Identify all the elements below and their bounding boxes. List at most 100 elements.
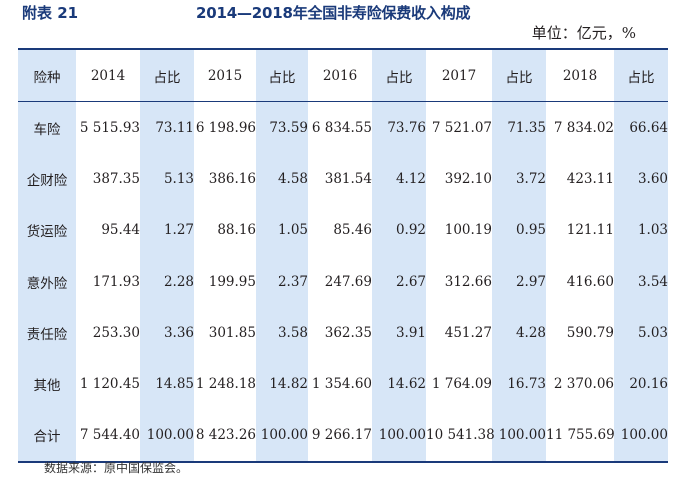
col-header-2016: 2016 (308, 48, 372, 102)
table-cell: 3.60 (614, 153, 668, 205)
row-label: 企财险 (18, 153, 76, 205)
table-cell: 85.46 (333, 222, 372, 239)
table-row: 责任险 253.30 3.36 301.85 3.58 362.35 3.91 … (18, 307, 668, 359)
row-label: 车险 (18, 101, 76, 154)
table-cell: 9 266.17 (308, 409, 372, 464)
table-row: 货运险 95.44 1.27 88.16 1.05 85.46 0.92 100… (18, 204, 668, 256)
table-cell: 10 541.38 (426, 409, 495, 464)
table-row: 车险 5 515.93 73.11 6 198.96 73.59 6 834.5… (18, 101, 668, 154)
col-header-2014: 2014 (76, 48, 140, 102)
table-cell: 1.03 (614, 204, 668, 256)
table-row: 意外险 171.93 2.28 199.95 2.37 247.69 2.67 … (18, 255, 668, 308)
col-header-2018: 2018 (546, 48, 614, 102)
table-cell: 3.54 (614, 255, 668, 308)
table-header: 附表 21 2014—2018年全国非寿险保费收入构成 单位：亿元，% (0, 0, 692, 48)
table-cell: 1.05 (256, 204, 308, 256)
table-cell: 3.72 (492, 153, 546, 205)
table-cell: 16.73 (492, 358, 546, 410)
table-cell: 20.16 (614, 358, 668, 410)
table-cell: 3.58 (256, 307, 308, 359)
table-cell: 100.19 (444, 222, 492, 239)
appendix-tag: 附表 21 (22, 4, 79, 22)
table-cell: 1.27 (140, 204, 194, 256)
table-cell: 100.00 (372, 409, 426, 464)
table-cell: 3.36 (140, 307, 194, 359)
table-cell: 95.44 (101, 222, 140, 239)
table-cell: 2.67 (372, 255, 426, 308)
total-row: 合计 7 544.40 100.00 8 423.26 100.00 9 266… (18, 409, 668, 464)
table-cell: 0.95 (492, 204, 546, 256)
table-cell: 66.64 (614, 101, 668, 154)
row-label: 意外险 (18, 255, 76, 308)
table-cell: 100.00 (492, 409, 546, 464)
table-cell: 7 544.40 (76, 409, 140, 464)
table-cell: 2.37 (256, 255, 308, 308)
col-header-share-2015: 占比 (256, 48, 308, 102)
col-header-share-2014: 占比 (140, 48, 194, 102)
table-cell: 392.10 (444, 170, 492, 187)
table-cell: 14.82 (256, 358, 308, 410)
table-cell: 14.62 (372, 358, 426, 410)
table-cell: 253.30 (92, 324, 140, 341)
row-label: 责任险 (18, 307, 76, 359)
col-header-type: 险种 (18, 48, 76, 102)
table-cell: 3.91 (372, 307, 426, 359)
table-cell: 11 755.69 (546, 409, 615, 464)
unit-label: 单位：亿元，% (531, 24, 636, 42)
table-cell: 312.66 (444, 273, 492, 290)
table-cell: 590.79 (566, 324, 614, 341)
table-cell: 100.00 (614, 409, 668, 464)
table-cell: 14.85 (140, 358, 194, 410)
table-row: 企财险 387.35 5.13 386.16 4.58 381.54 4.12 … (18, 153, 668, 205)
row-label: 货运险 (18, 204, 76, 256)
row-label: 其他 (18, 358, 76, 410)
table-title: 2014—2018年全国非寿险保费收入构成 (196, 4, 471, 22)
table-cell: 381.54 (324, 170, 372, 187)
table-cell: 7 521.07 (431, 119, 492, 136)
table-cell: 4.58 (256, 153, 308, 205)
table-cell: 5.13 (140, 153, 194, 205)
col-header-share-2018: 占比 (614, 48, 668, 102)
table-cell: 100.00 (256, 409, 308, 464)
table-cell: 121.11 (566, 222, 614, 239)
col-header-2017: 2017 (426, 48, 492, 102)
table-cell: 6 834.55 (311, 119, 372, 136)
table-cell: 4.28 (492, 307, 546, 359)
table-cell: 362.35 (324, 324, 372, 341)
table-cell: 386.16 (208, 170, 256, 187)
table-cell: 6 198.96 (195, 119, 256, 136)
col-header-share-2017: 占比 (492, 48, 546, 102)
table-cell: 387.35 (92, 170, 140, 187)
table-row: 其他 1 120.45 14.85 1 248.18 14.82 1 354.6… (18, 358, 668, 410)
table-cell: 301.85 (208, 324, 256, 341)
table-cell: 199.95 (208, 273, 256, 290)
col-header-2015: 2015 (194, 48, 256, 102)
table-cell: 0.92 (372, 204, 426, 256)
table-cell: 1 120.45 (79, 376, 140, 393)
table-cell: 2 370.06 (553, 376, 614, 393)
table-cell: 451.27 (444, 324, 492, 341)
row-label: 合计 (18, 409, 76, 464)
table-cell: 1 354.60 (311, 376, 372, 393)
table-cell: 5.03 (614, 307, 668, 359)
table-cell: 73.11 (140, 101, 194, 154)
table-cell: 247.69 (324, 273, 372, 290)
table-cell: 171.93 (92, 273, 140, 290)
header-row: 险种 2014 占比 2015 占比 2016 占比 2017 占比 2018 … (18, 48, 668, 102)
table-cell: 2.97 (492, 255, 546, 308)
table-cell: 416.60 (566, 273, 614, 290)
table-cell: 1 764.09 (431, 376, 492, 393)
table-cell: 5 515.93 (79, 119, 140, 136)
table-cell: 423.11 (566, 170, 614, 187)
source-note: 数据来源：原中国保监会。 (44, 461, 189, 475)
table-cell: 8 423.26 (194, 409, 256, 464)
table-cell: 71.35 (492, 101, 546, 154)
table-cell: 4.12 (372, 153, 426, 205)
table-cell: 7 834.02 (553, 119, 614, 136)
col-header-share-2016: 占比 (372, 48, 426, 102)
table-cell: 88.16 (217, 222, 256, 239)
table-cell: 2.28 (140, 255, 194, 308)
table-cell: 73.59 (256, 101, 308, 154)
table-cell: 73.76 (372, 101, 426, 154)
table-cell: 1 248.18 (195, 376, 256, 393)
